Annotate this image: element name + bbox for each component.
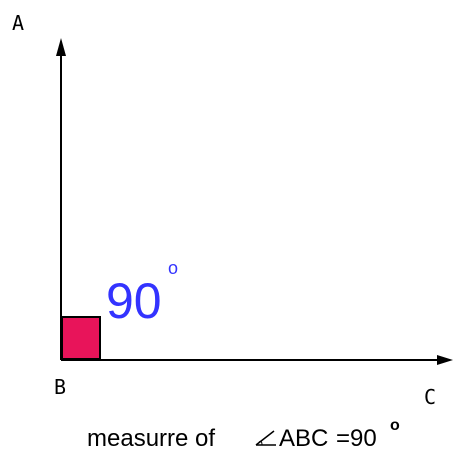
caption-equals-value: =90 bbox=[336, 425, 377, 452]
angle-symbol-icon bbox=[255, 430, 276, 446]
point-label-a: A bbox=[12, 11, 24, 35]
right-angle-marker bbox=[61, 316, 101, 360]
point-label-c: C bbox=[424, 385, 436, 409]
arrowhead-a bbox=[56, 38, 66, 56]
caption-degree-mark: o bbox=[390, 417, 400, 434]
caption-prefix: measurre of bbox=[87, 425, 215, 452]
point-label-b: B bbox=[54, 375, 66, 399]
angle-degree-mark: o bbox=[168, 258, 178, 278]
arrowhead-c bbox=[437, 355, 453, 365]
caption-angle-name: ABC bbox=[279, 425, 328, 452]
angle-value: 90 bbox=[106, 273, 162, 329]
